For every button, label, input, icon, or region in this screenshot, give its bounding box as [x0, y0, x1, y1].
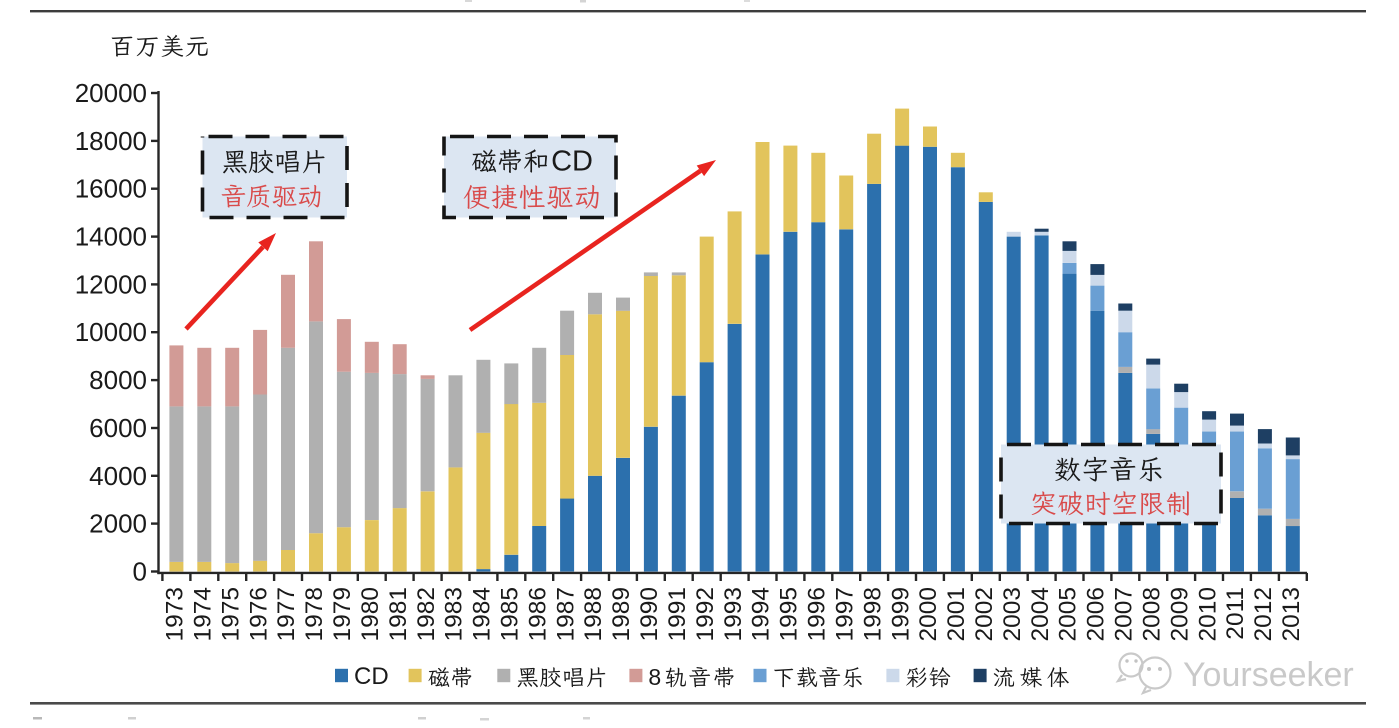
svg-text:6000: 6000 — [89, 413, 147, 443]
svg-text:1980: 1980 — [357, 587, 384, 642]
svg-text:14000: 14000 — [75, 222, 147, 252]
svg-text:1981: 1981 — [385, 587, 412, 642]
svg-text:Yourseeker: Yourseeker — [1183, 656, 1354, 694]
svg-text:1984: 1984 — [469, 587, 496, 642]
svg-text:CD: CD — [354, 663, 389, 690]
svg-text:1997: 1997 — [831, 587, 858, 642]
svg-text:2005: 2005 — [1055, 587, 1082, 642]
svg-text:16000: 16000 — [75, 174, 147, 204]
svg-text:2011: 2011 — [1222, 587, 1249, 640]
svg-text:4000: 4000 — [89, 461, 147, 491]
svg-text:1991: 1991 — [664, 587, 691, 642]
svg-text:1995: 1995 — [776, 587, 803, 642]
svg-text:1982: 1982 — [413, 587, 440, 642]
svg-text:0: 0 — [133, 557, 147, 587]
svg-text:10000: 10000 — [75, 317, 147, 347]
svg-text:1979: 1979 — [329, 587, 356, 642]
svg-text:2004: 2004 — [1027, 587, 1054, 642]
svg-text:2008: 2008 — [1139, 587, 1166, 642]
svg-text:2001: 2001 — [943, 587, 970, 642]
svg-text:CD: CD — [551, 145, 593, 177]
svg-text:1998: 1998 — [859, 587, 886, 642]
svg-text:1974: 1974 — [190, 587, 217, 642]
svg-text:1983: 1983 — [441, 587, 468, 642]
svg-text:2000: 2000 — [915, 587, 942, 642]
svg-text:18000: 18000 — [75, 126, 147, 156]
svg-text:1975: 1975 — [217, 587, 244, 642]
svg-text:2000: 2000 — [89, 509, 147, 539]
svg-text:1973: 1973 — [162, 587, 189, 642]
svg-text:8: 8 — [648, 664, 661, 690]
svg-text:2006: 2006 — [1083, 587, 1110, 642]
svg-text:8000: 8000 — [89, 365, 147, 395]
svg-text:20000: 20000 — [75, 78, 147, 108]
svg-text:1993: 1993 — [720, 587, 747, 642]
svg-text:1989: 1989 — [608, 587, 635, 642]
svg-text:1977: 1977 — [273, 587, 300, 642]
svg-text:2003: 2003 — [999, 587, 1026, 642]
svg-text:1992: 1992 — [692, 587, 719, 642]
svg-text:1990: 1990 — [636, 587, 663, 642]
svg-text:1996: 1996 — [804, 587, 831, 642]
svg-text:1986: 1986 — [524, 587, 551, 642]
svg-text:2013: 2013 — [1278, 587, 1305, 642]
svg-text:2007: 2007 — [1111, 587, 1138, 642]
svg-text:12000: 12000 — [75, 269, 147, 299]
svg-text:1994: 1994 — [748, 587, 775, 642]
svg-text:2012: 2012 — [1250, 587, 1277, 642]
svg-text:1978: 1978 — [301, 587, 328, 642]
svg-text:2002: 2002 — [971, 587, 998, 642]
svg-text:1988: 1988 — [580, 587, 607, 642]
svg-text:2009: 2009 — [1166, 587, 1193, 642]
svg-text:1987: 1987 — [552, 587, 579, 642]
svg-text:2010: 2010 — [1194, 587, 1221, 642]
svg-text:1985: 1985 — [497, 587, 524, 642]
svg-text:1999: 1999 — [887, 587, 914, 642]
svg-text:1976: 1976 — [245, 587, 272, 642]
